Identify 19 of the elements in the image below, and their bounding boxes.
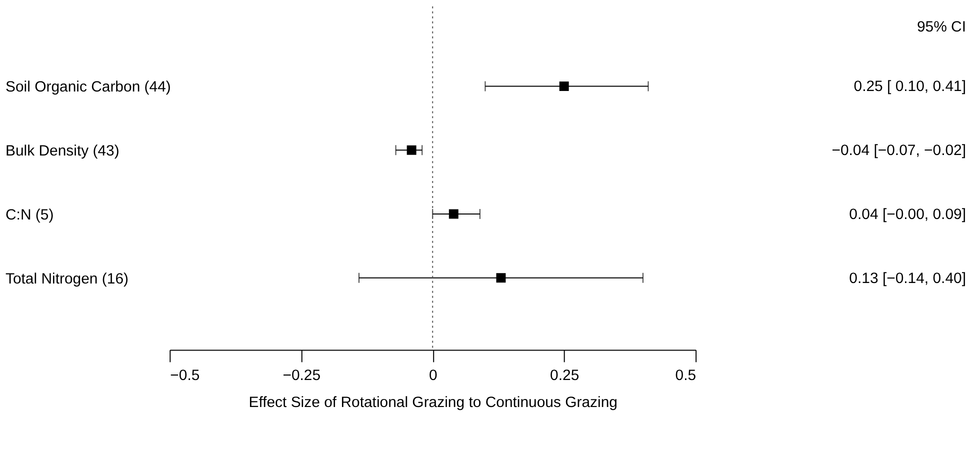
data-label: 0.25 [ 0.10, 0.41] bbox=[854, 78, 966, 96]
data-label: 0.04 [−0.00, 0.09] bbox=[849, 206, 966, 223]
x-axis-title: Effect Size of Rotational Grazing to Continuous Grazing bbox=[248, 394, 618, 412]
y-tick-label: Soil Organic Carbon (44) bbox=[5, 78, 171, 96]
point bbox=[448, 209, 458, 219]
y-tick-label: C:N (5) bbox=[5, 206, 54, 224]
text: 95% CI bbox=[916, 18, 966, 36]
data-label: −0.04 [−0.07, −0.02] bbox=[832, 142, 966, 160]
x-tick-label: −0.25 bbox=[282, 367, 321, 384]
x-tick-label: 0.25 bbox=[550, 367, 580, 384]
x-tick-label: −0.5 bbox=[170, 367, 200, 384]
point bbox=[496, 273, 506, 283]
y-tick-label: Bulk Density (43) bbox=[5, 142, 120, 160]
x-tick-label: 0.5 bbox=[675, 367, 696, 384]
x-tick-label: 0 bbox=[428, 367, 438, 384]
point bbox=[406, 145, 416, 155]
point bbox=[559, 82, 569, 91]
y-tick-label: Total Nitrogen (16) bbox=[5, 270, 129, 288]
data-label: 0.13 [−0.14, 0.40] bbox=[849, 270, 966, 287]
